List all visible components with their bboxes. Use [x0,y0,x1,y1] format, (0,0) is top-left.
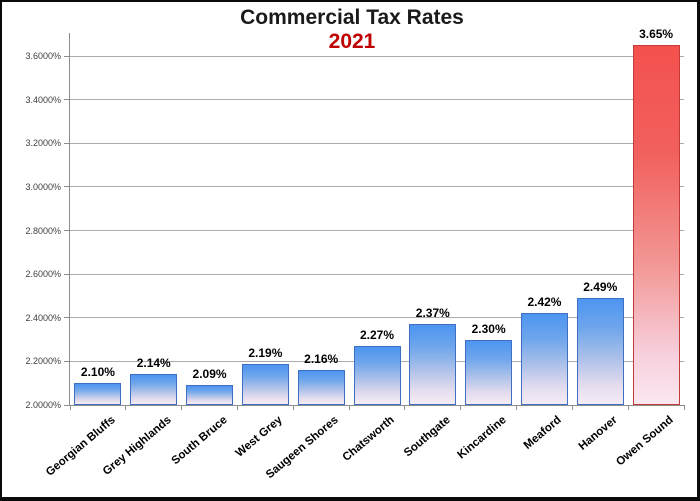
x-axis-label-grey-highlands: Grey Highlands [100,414,174,478]
x-axis-tick [571,405,573,410]
bar-kincardine [465,339,513,405]
gridline-3.0000% [70,186,684,188]
bar-value-label-owen-sound: 3.65% [639,27,674,42]
bar-owen-sound [632,45,680,405]
y-axis-tick [64,360,70,362]
y-axis-tick [64,317,70,319]
bar-saugeen-shores [297,370,345,405]
bar-value-label-chatsworth: 2.27% [359,328,395,343]
bar-georgian-bluffs [74,383,122,405]
x-axis-tick [516,405,518,410]
x-axis-tick [69,405,71,410]
bar-value-label-saugeen-shores: 2.16% [304,352,339,367]
y-axis-tick [64,142,70,144]
gridline-3.2000% [70,142,684,144]
y-axis [69,33,70,405]
y-axis-tick [64,55,70,57]
x-axis-label-kincardine: Kincardine [455,414,509,462]
x-axis-tick [125,405,127,410]
bar-value-label-west-grey: 2.19% [248,345,283,360]
y-axis-label: 2.4000% [25,312,61,323]
x-axis-label-meaford: Meaford [522,414,565,452]
bar-value-label-south-bruce: 2.09% [192,367,227,382]
chart-subtitle: 2021 [328,30,376,53]
gridline-2.4000% [70,317,684,319]
y-axis-label: 3.4000% [25,94,61,105]
x-axis-tick [348,405,350,410]
x-axis-label-south-bruce: South Bruce [169,414,230,468]
bar-value-label-kincardine: 2.30% [471,321,506,336]
y-axis-tick [64,99,70,101]
gridline-3.6000% [70,55,684,57]
gridline-2.6000% [70,273,684,275]
chart-title: Commercial Tax Rates [240,6,464,29]
y-axis-tick [64,273,70,275]
y-axis-label: 2.0000% [25,400,61,410]
bar-chatsworth [353,346,401,405]
x-axis-tick [236,405,238,410]
bar-value-label-southgate: 2.37% [415,306,450,321]
x-axis-tick [292,405,294,410]
x-axis-tick [181,405,183,410]
x-axis-tick [404,405,406,410]
gridline-2.8000% [70,230,684,231]
y-axis-tick [64,186,70,188]
x-axis-label-west-grey: West Grey [233,414,286,460]
y-axis-label: 2.6000% [25,269,61,280]
y-axis-tick [64,404,70,406]
bar-west-grey [241,363,289,405]
bar-meaford [520,313,568,405]
y-axis-tick [64,230,70,231]
y-axis-label: 3.2000% [25,138,61,149]
bar-value-label-grey-highlands: 2.14% [136,356,171,371]
x-axis-label-saugeen-shores: Saugeen Shores [264,414,341,482]
x-axis-tick [683,405,685,410]
bar-value-label-hanover: 2.49% [583,280,618,295]
y-axis-label: 2.8000% [25,225,61,236]
x-axis-label-hanover: Hanover [577,414,620,453]
y-axis-label: 3.6000% [25,51,61,61]
x-axis-label-southgate: Southgate [401,414,453,460]
x-axis-label-owen-sound: Owen Sound [614,414,676,469]
bar-grey-highlands [130,374,178,405]
bar-south-bruce [186,385,234,405]
x-axis-label-chatsworth: Chatsworth [340,414,397,464]
x-axis-label-georgian-bluffs: Georgian Bluffs [43,414,118,479]
x-axis-tick [460,405,462,410]
x-axis [70,404,684,406]
bar-hanover [576,298,624,405]
y-axis-label: 3.0000% [25,181,61,192]
bar-southgate [409,324,457,405]
gridline-3.4000% [70,99,684,101]
bar-value-label-georgian-bluffs: 2.10% [80,365,115,380]
bar-value-label-meaford: 2.42% [527,295,562,310]
x-axis-tick [627,405,629,410]
y-axis-label: 2.2000% [25,356,61,367]
